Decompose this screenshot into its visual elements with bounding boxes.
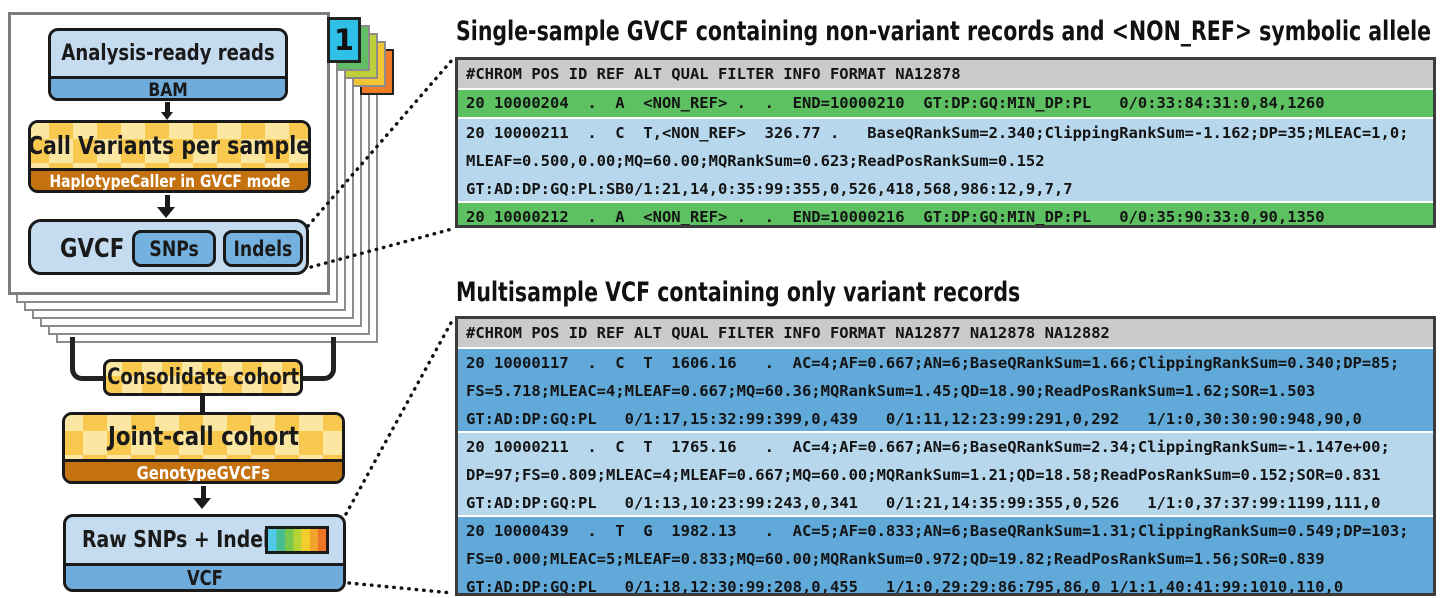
analysis-ready-reads-box: Analysis-ready reads BAM: [48, 28, 288, 101]
analysis-reads-label: Analysis-ready reads: [61, 41, 275, 66]
gather-bracket-right: [302, 337, 336, 381]
vcf-records-panel: #CHROM POS ID REF ALT QUAL FILTER INFO F…: [455, 316, 1436, 596]
connector-consolidate-to-jointcall: [200, 395, 205, 413]
raw-snps-indels-box: Raw SNPs + Indels VCF: [63, 514, 346, 592]
indels-label: Indels: [233, 236, 293, 261]
arrowhead-icon: [193, 498, 211, 509]
vcf-format-label: VCF: [186, 565, 223, 590]
arrow-caller-to-gvcf: [165, 195, 170, 208]
sample-number-label: 1: [333, 23, 355, 57]
arrow-bam-to-caller: [165, 102, 170, 113]
bam-format-label: BAM: [148, 79, 188, 101]
gvcf-label: GVCF: [60, 234, 125, 264]
vcf-variant-record: 20 10000211 . C T 1765.16 . AC=4;AF=0.66…: [458, 431, 1433, 515]
consolidate-cohort-label: Consolidate cohort: [106, 365, 300, 390]
gvcf-nonvariant-record: 20 10000212 . A <NON_REF> . . END=100002…: [458, 201, 1433, 225]
snps-chip: SNPs: [132, 230, 216, 267]
gvcf-nonvariant-record: 20 10000204 . A <NON_REF> . . END=100002…: [458, 88, 1433, 117]
genotypegvcfs-tool-label: GenotypeGVCFs: [136, 462, 271, 484]
vcf-header-row: #CHROM POS ID REF ALT QUAL FILTER INFO F…: [458, 319, 1433, 347]
vcf-panel-title: Multisample VCF containing only variant …: [456, 277, 1021, 308]
gvcf-variant-record: 20 10000211 . C T,<NON_REF> 326.77 . Bas…: [458, 117, 1433, 201]
arrowhead-icon: [161, 112, 173, 120]
haplotypecaller-tool-label: HaplotypeCaller in GVCF mode: [49, 172, 290, 192]
joint-call-label: Joint-call cohort: [107, 422, 299, 452]
gvcf-panel-title: Single-sample GVCF containing non-varian…: [456, 16, 1432, 47]
consolidate-cohort-box: Consolidate cohort: [103, 359, 303, 396]
raw-snps-indels-label: Raw SNPs + Indels: [82, 527, 281, 553]
call-variants-box: Call Variants per sample HaplotypeCaller…: [28, 120, 311, 193]
gvcf-records-panel: #CHROM POS ID REF ALT QUAL FILTER INFO F…: [455, 57, 1436, 228]
indels-chip: Indels: [223, 230, 303, 267]
arrow-jointcall-to-vcf: [201, 486, 206, 499]
gather-bracket-left: [70, 337, 104, 381]
gvcf-output-box: GVCF SNPs Indels: [28, 219, 309, 275]
joint-call-cohort-box: Joint-call cohort GenotypeGVCFs: [62, 412, 345, 484]
call-variants-label: Call Variants per sample: [28, 131, 311, 160]
gvcf-header-row: #CHROM POS ID REF ALT QUAL FILTER INFO F…: [458, 60, 1433, 88]
vcf-variant-record: 20 10000117 . C T 1606.16 . AC=4;AF=0.66…: [458, 347, 1433, 431]
sample-card-1: 1: [327, 17, 361, 63]
snps-label: SNPs: [149, 236, 199, 261]
vcf-variant-record: 20 10000439 . T G 1982.13 . AC=5;AF=0.83…: [458, 515, 1433, 593]
arrowhead-icon: [157, 207, 175, 218]
rainbow-swatch-icon: [265, 526, 329, 554]
